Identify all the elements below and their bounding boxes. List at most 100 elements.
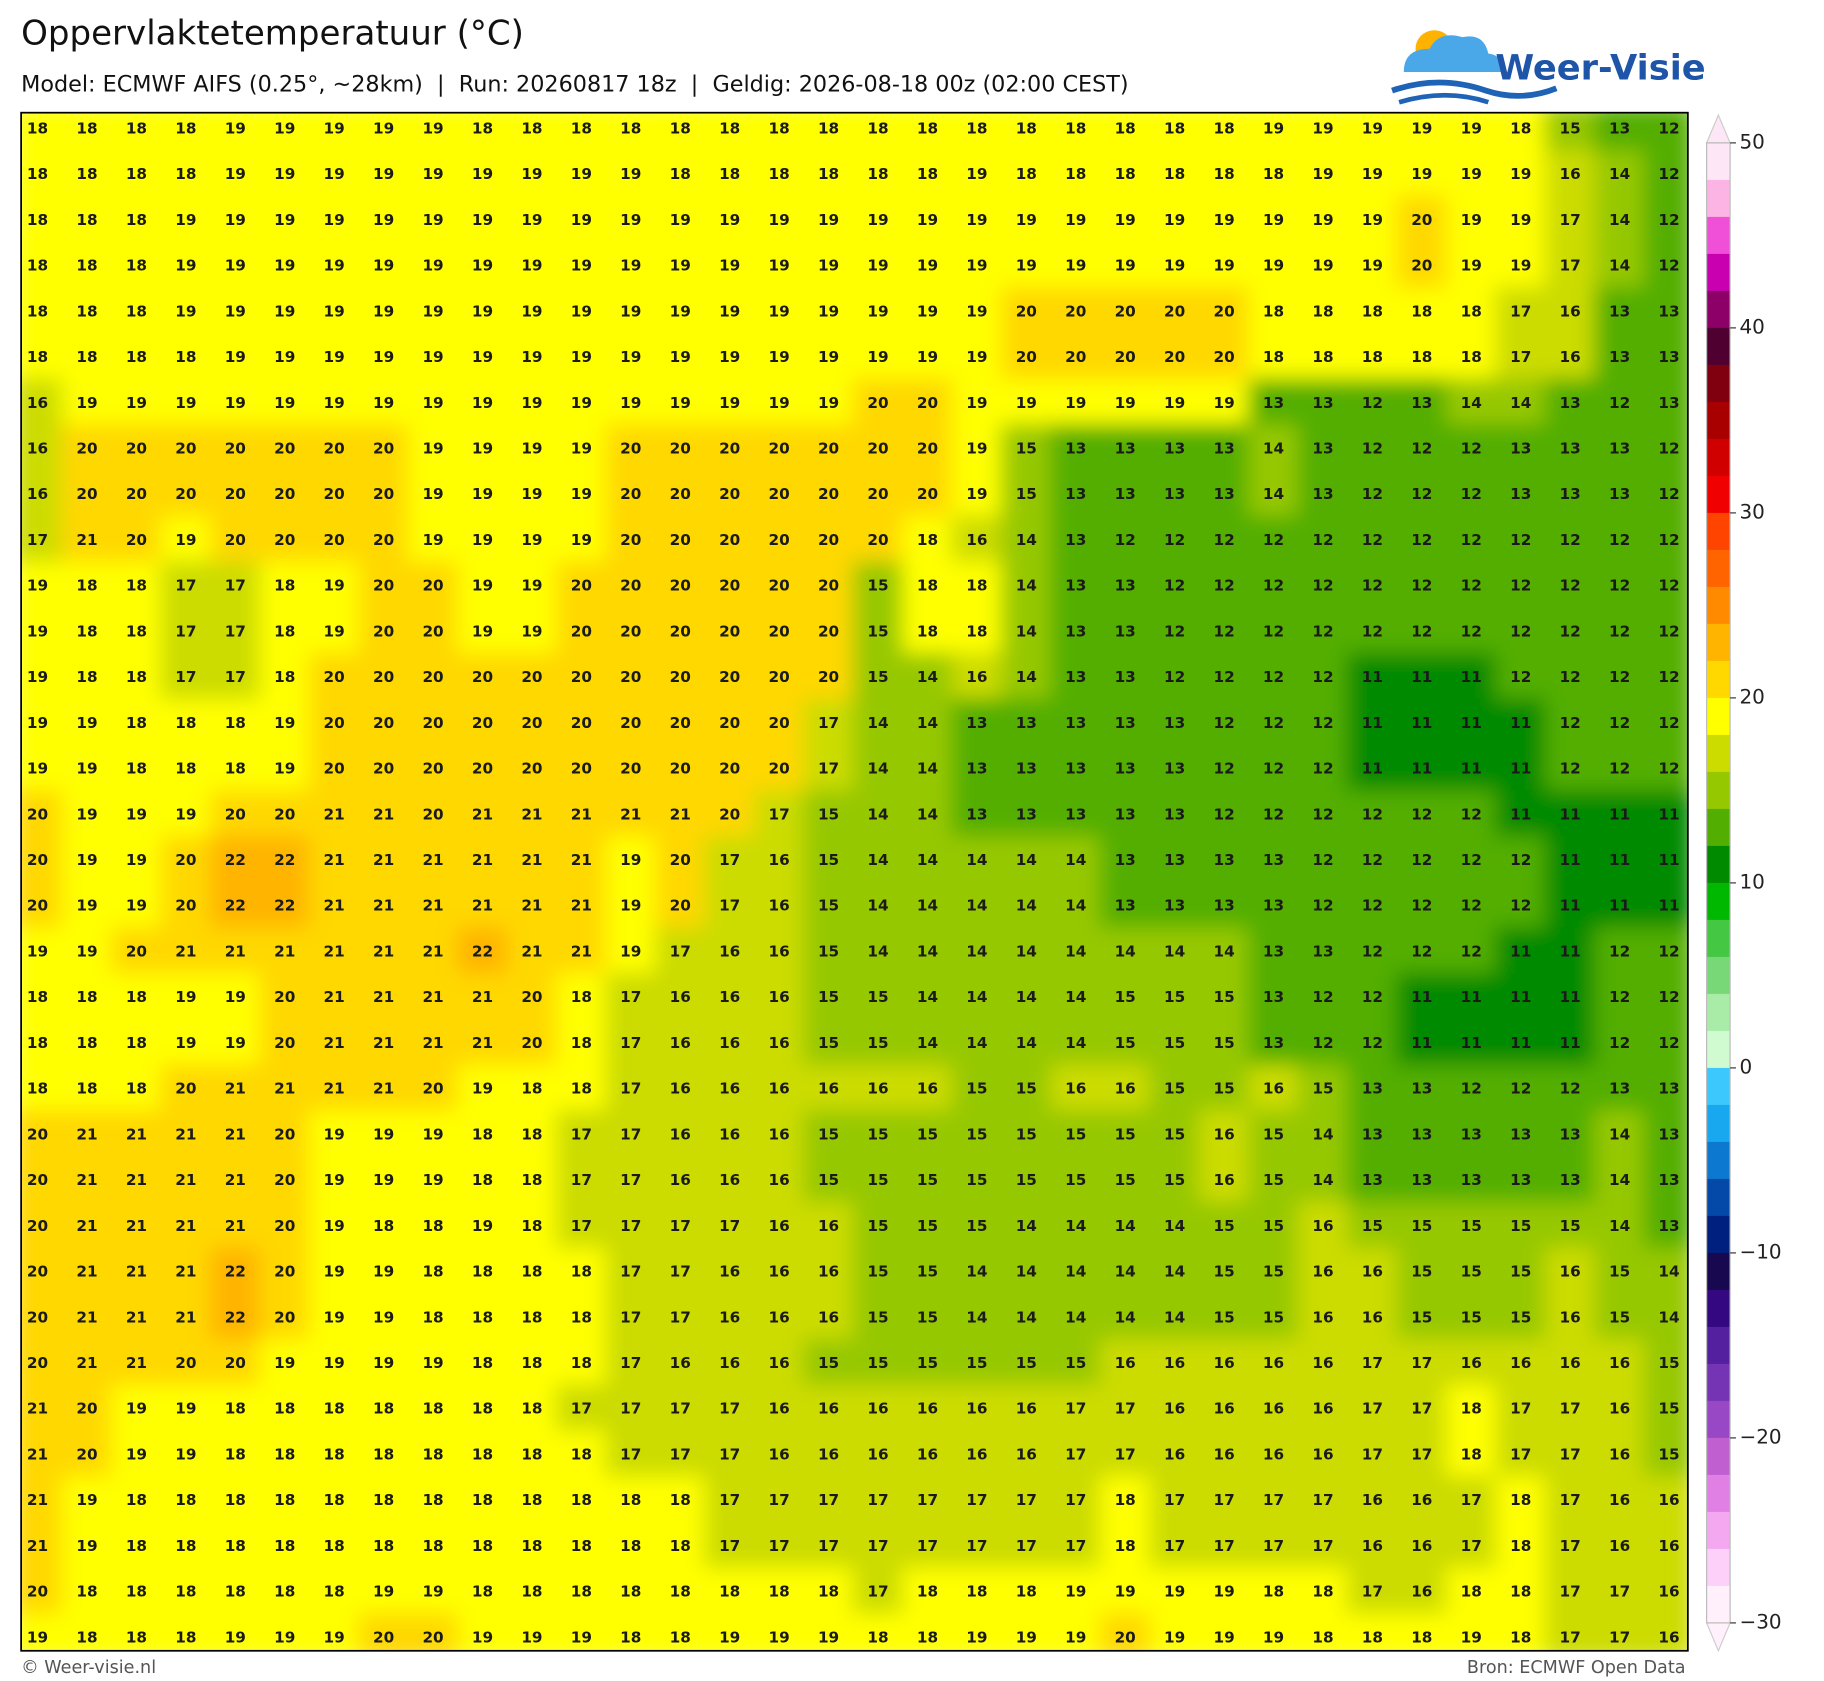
temperature-label: 18 — [472, 1491, 493, 1509]
temperature-label: 19 — [1362, 165, 1383, 183]
temperature-label: 19 — [1263, 211, 1284, 229]
temperature-label: 21 — [521, 943, 542, 961]
temperature-label: 20 — [324, 668, 345, 686]
temperature-label: 17 — [620, 1125, 641, 1143]
temperature-label: 19 — [324, 394, 345, 412]
temperature-label: 16 — [1164, 1400, 1185, 1418]
temperature-cell — [21, 332, 63, 380]
temperature-label: 11 — [1411, 1034, 1432, 1052]
temperature-label: 13 — [1065, 531, 1086, 549]
temperature-cell — [1594, 881, 1645, 929]
temperature-cell — [1248, 1110, 1299, 1158]
temperature-cell — [1347, 1018, 1398, 1066]
temperature-cell — [704, 195, 755, 243]
temperature-cell — [1149, 515, 1200, 563]
temperature-cell — [803, 195, 854, 243]
temperature-label: 19 — [324, 1354, 345, 1372]
temperature-label: 16 — [769, 943, 790, 961]
temperature-cell — [902, 607, 953, 655]
temperature-label: 15 — [818, 851, 839, 869]
temperature-label: 19 — [27, 714, 48, 732]
temperature-cell — [259, 424, 311, 472]
temperature-label: 20 — [225, 805, 246, 823]
temperature-label: 13 — [1164, 485, 1185, 503]
temperature-label: 17 — [719, 1491, 740, 1509]
temperature-label: 21 — [422, 943, 443, 961]
temperature-label: 12 — [1510, 622, 1531, 640]
temperature-cell — [308, 1064, 360, 1112]
temperature-cell — [210, 112, 261, 152]
temperature-label: 21 — [373, 851, 394, 869]
temperature-cell — [605, 195, 657, 243]
temperature-cell — [654, 607, 706, 655]
temperature-cell — [457, 515, 508, 563]
temperature-label: 19 — [1164, 1628, 1185, 1646]
temperature-cell — [1248, 1018, 1299, 1066]
temperature-label: 18 — [1016, 1583, 1037, 1601]
colorbar-band — [1706, 1141, 1731, 1180]
temperature-label: 19 — [818, 257, 839, 275]
temperature-label: 21 — [472, 805, 493, 823]
temperature-label: 21 — [472, 988, 493, 1006]
temperature-cell — [1248, 1064, 1299, 1112]
temperature-label: 12 — [1213, 577, 1234, 595]
temperature-label: 13 — [966, 805, 987, 823]
temperature-label: 18 — [27, 302, 48, 320]
temperature-label: 16 — [719, 1034, 740, 1052]
temperature-cell — [358, 927, 409, 975]
colorbar-band — [1706, 327, 1731, 366]
temperature-label: 19 — [422, 119, 443, 137]
temperature-label: 12 — [1609, 531, 1630, 549]
temperature-label: 20 — [620, 760, 641, 778]
temperature-label: 19 — [422, 394, 443, 412]
temperature-cell — [407, 470, 459, 518]
temperature-label: 15 — [867, 1171, 888, 1189]
temperature-cell — [1594, 653, 1645, 700]
temperature-label: 13 — [1065, 714, 1086, 732]
temperature-label: 18 — [324, 1400, 345, 1418]
temperature-label: 12 — [1461, 805, 1482, 823]
temperature-label: 14 — [1312, 1171, 1333, 1189]
temperature-cell — [951, 1110, 1003, 1158]
temperature-label: 20 — [274, 1217, 295, 1235]
temperature-cell — [1396, 835, 1448, 883]
temperature-label: 17 — [1213, 1537, 1234, 1555]
temperature-label: 20 — [175, 897, 196, 915]
temperature-cell — [1495, 150, 1547, 197]
temperature-label: 19 — [27, 1628, 48, 1646]
temperature-label: 15 — [1560, 1217, 1581, 1235]
temperature-label: 12 — [1510, 1080, 1531, 1098]
temperature-label: 19 — [373, 165, 394, 183]
temperature-label: 14 — [1609, 211, 1630, 229]
temperature-cell — [21, 835, 63, 883]
colorbar-band — [1706, 401, 1731, 440]
temperature-cell — [407, 744, 459, 792]
temperature-cell — [605, 241, 657, 289]
temperature-cell — [21, 607, 63, 655]
temperature-cell — [61, 150, 113, 197]
colorbar-tick-label: −10 — [1739, 1240, 1781, 1263]
temperature-label: 15 — [966, 1354, 987, 1372]
temperature-label: 18 — [521, 119, 542, 137]
temperature-label: 19 — [373, 1171, 394, 1189]
temperature-cell — [1001, 835, 1052, 883]
temperature-label: 15 — [1016, 1080, 1037, 1098]
temperature-cell — [308, 653, 360, 700]
temperature-label: 15 — [818, 805, 839, 823]
temperature-cell — [1099, 1110, 1151, 1158]
temperature-label: 12 — [1461, 485, 1482, 503]
temperature-label: 19 — [1510, 211, 1531, 229]
temperature-cell — [1544, 470, 1596, 518]
temperature-label: 16 — [1263, 1446, 1284, 1464]
temperature-label: 21 — [225, 1171, 246, 1189]
temperature-cell — [1297, 378, 1349, 426]
temperature-cell — [1396, 150, 1448, 197]
temperature-cell — [704, 1018, 755, 1066]
temperature-label: 13 — [1115, 622, 1136, 640]
temperature-label: 18 — [1263, 1583, 1284, 1601]
temperature-label: 21 — [373, 988, 394, 1006]
temperature-label: 15 — [1115, 1125, 1136, 1143]
temperature-cell — [61, 835, 113, 883]
temperature-cell — [803, 1064, 854, 1112]
temperature-cell — [1396, 790, 1448, 838]
